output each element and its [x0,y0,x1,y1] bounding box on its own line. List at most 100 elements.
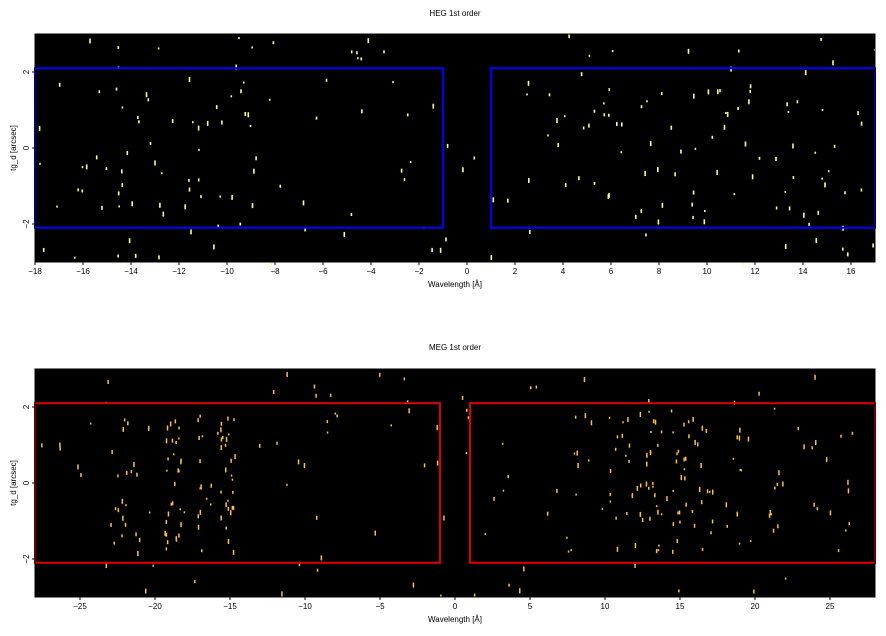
data-point [703,219,706,225]
data-point [272,390,275,394]
data-point [717,89,719,95]
data-point [409,161,412,163]
data-point [615,516,617,520]
data-point [660,430,663,434]
data-point [646,452,648,458]
data-point [775,157,777,161]
data-point [110,522,112,527]
data-point [645,233,647,237]
data-point [169,421,172,427]
data-point [776,483,779,486]
data-point [230,95,233,98]
x-tick-label: 0 [453,602,458,611]
data-point [737,107,739,110]
data-point [652,419,655,424]
data-point [272,41,275,45]
y-tick-label: −2 [22,554,31,564]
data-point [174,419,177,424]
data-point [608,416,611,419]
data-point [788,206,791,211]
data-point [297,459,300,465]
data-point [81,189,84,193]
data-point [38,126,41,132]
data-point [180,522,182,528]
data-point [813,502,815,507]
data-point [693,523,696,528]
data-point [563,115,566,118]
data-point [167,457,169,461]
data-point [298,562,301,567]
x-tick-label: −5 [375,602,385,611]
y-tick-label: 0 [22,480,31,485]
data-point [748,99,750,105]
data-point [343,231,346,237]
data-point [508,583,510,587]
data-point [778,470,780,476]
data-point [837,549,840,553]
data-point [107,380,109,384]
data-point [678,589,680,593]
data-point [221,120,223,125]
data-point [661,202,664,208]
data-point [123,418,126,422]
data-point [304,228,306,232]
data-point [149,142,152,146]
data-point [620,151,623,154]
data-point [815,440,817,445]
data-point [840,434,842,438]
x-tick-label: 15 [676,602,685,611]
data-point [603,113,606,117]
data-point [672,431,674,434]
data-point [773,407,776,410]
data-point [666,496,668,502]
x-tick-label: −10 [298,602,312,611]
data-point [627,417,629,423]
data-point [683,422,685,427]
data-point [645,481,648,487]
data-point [77,464,79,470]
data-point [816,507,819,511]
data-point [829,510,832,516]
data-point [199,414,201,418]
data-point [527,80,530,86]
data-point [180,458,182,462]
data-point [117,508,120,513]
x-tick-label: −14 [124,267,138,276]
data-point [811,446,813,450]
data-point [758,391,760,396]
data-point [692,215,694,219]
data-point [117,46,120,50]
data-point [736,435,738,440]
x-tick-label: 10 [601,602,610,611]
data-point [220,437,223,442]
data-point [251,46,253,49]
data-point [230,458,232,463]
data-point [199,459,201,464]
data-point [113,541,115,545]
data-point [121,106,124,109]
x-tick-label: 5 [528,602,533,611]
data-point [188,187,191,192]
data-point [392,81,394,84]
data-point [58,82,61,87]
data-point [225,502,227,508]
data-point [77,188,79,192]
data-point [206,120,209,126]
data-point [578,176,580,181]
data-point [640,209,643,213]
data-point [198,436,200,440]
data-point [660,513,663,516]
data-point [657,219,660,225]
data-point [556,489,558,493]
data-point [652,481,654,485]
data-point [570,549,572,552]
data-point [239,222,242,226]
data-point [117,474,119,478]
data-point [320,555,323,561]
data-point [588,459,590,462]
data-point [710,531,712,535]
data-point [777,524,779,529]
data-point [89,38,91,44]
data-point [583,377,586,383]
data-point [616,122,618,126]
